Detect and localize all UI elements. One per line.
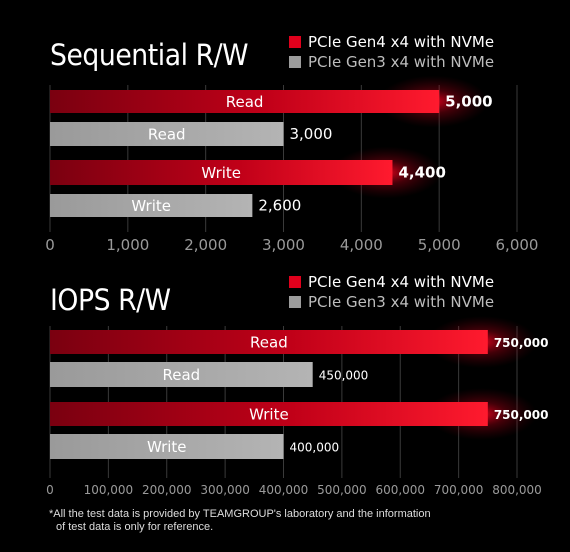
legend-item-gen3: PCIe Gen3 x4 with NVMe xyxy=(289,52,494,72)
x-tick-label: 100,000 xyxy=(84,483,134,497)
legend-item-gen3: PCIe Gen3 x4 with NVMe xyxy=(289,292,494,312)
legend-label-gen3: PCIe Gen3 x4 with NVMe xyxy=(308,292,495,311)
bar-gen4 xyxy=(50,90,440,113)
footnote-line-2: of test data is only for reference. xyxy=(56,521,214,533)
x-tick-label: 200,000 xyxy=(142,483,192,497)
legend-swatch-red xyxy=(289,276,301,288)
legend-item-gen4: PCIe Gen4 x4 with NVMe xyxy=(289,272,494,292)
x-tick-label: 600,000 xyxy=(375,483,425,497)
bar-inside-label: Read xyxy=(250,334,288,352)
legend-swatch-red xyxy=(289,36,301,48)
legend-label-gen4: PCIe Gen4 x4 with NVMe xyxy=(308,32,495,51)
legend-label-gen4: PCIe Gen4 x4 with NVMe xyxy=(308,272,495,291)
bar-inside-label: Read xyxy=(226,93,264,111)
bar-value-label: 4,400 xyxy=(398,164,445,182)
legend-label-gen3: PCIe Gen3 x4 with NVMe xyxy=(308,52,495,71)
bar-gen3 xyxy=(50,362,313,387)
x-tick-label: 1,000 xyxy=(106,236,149,254)
x-tick-label: 500,000 xyxy=(317,483,367,497)
bar-gen3 xyxy=(50,434,284,459)
legend-sequential: PCIe Gen4 x4 with NVMe PCIe Gen3 x4 with… xyxy=(289,32,494,72)
legend-item-gen4: PCIe Gen4 x4 with NVMe xyxy=(289,32,494,52)
x-tick-label: 5,000 xyxy=(418,236,461,254)
x-tick-label: 800,000 xyxy=(492,483,542,497)
bar-value-label: 750,000 xyxy=(494,408,549,422)
x-tick-label: 700,000 xyxy=(434,483,484,497)
iops-chart: 0 100,000 200,000 300,000 400,000 500,000 600,… xyxy=(46,316,548,497)
bar-value-label: 750,000 xyxy=(494,336,549,350)
bar-value-label: 450,000 xyxy=(319,369,369,383)
bar-value-label: 400,000 xyxy=(290,441,340,455)
x-tick-label: 4,000 xyxy=(340,236,383,254)
x-tick-label: 0 xyxy=(46,483,54,497)
x-tick-label: 400,000 xyxy=(259,483,309,497)
x-tick-label: 6,000 xyxy=(496,236,539,254)
legend-iops: PCIe Gen4 x4 with NVMe PCIe Gen3 x4 with… xyxy=(289,272,494,312)
bar-value-label: 3,000 xyxy=(290,125,333,143)
x-tick-label: 300,000 xyxy=(200,483,250,497)
bar-inside-label: Read xyxy=(162,366,200,384)
bar-gen3 xyxy=(50,194,253,217)
legend-swatch-gray xyxy=(289,56,301,68)
sequential-chart: 0 1,000 2,000 3,000 4,000 5,000 6,000 Read 5,000… xyxy=(45,75,539,254)
x-tick-label: 2,000 xyxy=(184,236,227,254)
bar-inside-label: Write xyxy=(249,406,289,424)
bar-gen3 xyxy=(50,122,284,146)
bar-inside-label: Read xyxy=(148,126,186,144)
chart-title-iops: IOPS R/W xyxy=(50,283,171,317)
footnote: *All the test data is provided by TEAMGR… xyxy=(49,508,431,534)
bar-gen4 xyxy=(50,330,488,354)
legend-swatch-gray xyxy=(289,296,301,308)
bar-gen4 xyxy=(50,160,393,185)
bar-inside-label: Write xyxy=(201,164,241,182)
bar-gen4 xyxy=(50,402,488,426)
footnote-line-1: *All the test data is provided by TEAMGR… xyxy=(49,508,431,520)
chart-title-sequential: Sequential R/W xyxy=(50,38,249,72)
bar-inside-label: Write xyxy=(131,197,171,215)
x-tick-label: 0 xyxy=(45,236,55,254)
bar-inside-label: Write xyxy=(147,438,187,456)
bar-value-label: 5,000 xyxy=(445,93,492,111)
bar-value-label: 2,600 xyxy=(258,197,301,215)
x-tick-label: 3,000 xyxy=(262,236,305,254)
